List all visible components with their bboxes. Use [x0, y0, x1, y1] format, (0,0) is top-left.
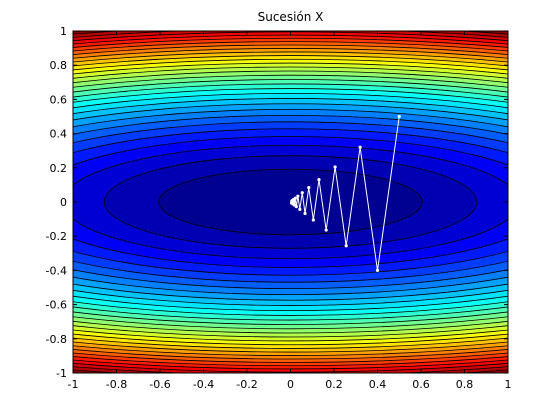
- contour-lines: [73, 31, 508, 373]
- x-tick-label: -0.6: [149, 378, 170, 391]
- y-tick-label: 0.4: [50, 128, 68, 141]
- x-tick-label: 0.2: [325, 378, 343, 391]
- sequence-point: [296, 194, 300, 198]
- contour-line: [73, 74, 508, 330]
- contour-line: [73, 66, 508, 338]
- x-tick-label: -0.8: [106, 378, 127, 391]
- sequence-point: [300, 191, 304, 195]
- contour-line: [73, 128, 508, 276]
- y-tick-label: -0.4: [46, 264, 67, 277]
- y-tick-label: -0.2: [46, 230, 67, 243]
- y-tick-label: 0.2: [50, 162, 68, 175]
- sequence-point: [344, 244, 348, 248]
- sequence-point: [397, 114, 401, 119]
- y-tick-label: -0.6: [46, 299, 67, 312]
- sequence-point: [333, 165, 337, 169]
- x-tick-label: -1: [68, 378, 79, 391]
- y-tick-label: -1: [56, 367, 67, 380]
- x-tick-label: 0.6: [412, 378, 430, 391]
- y-tick-label: 0.6: [50, 93, 68, 106]
- x-tick-label: 0.4: [369, 378, 387, 391]
- y-tick-label: 0.8: [50, 59, 68, 72]
- contour-line: [73, 88, 508, 316]
- x-tick-label: 1: [505, 378, 512, 391]
- contour-line: [73, 62, 508, 342]
- contour-fill: [73, 31, 508, 373]
- sequence-point: [324, 228, 328, 232]
- sequence-point: [298, 207, 302, 211]
- contour-line: [73, 79, 508, 325]
- contour-line: [73, 55, 508, 349]
- contour-line: [158, 168, 423, 236]
- y-tick-label: -0.8: [46, 333, 67, 346]
- contour-line: [73, 41, 508, 363]
- x-axis-ticks: -1 -0.8 -0.6 -0.4 -0.2 0 0.2 0.4 0.6 0.8 1: [68, 31, 512, 391]
- sequence-point: [311, 218, 315, 222]
- contour-line: [73, 70, 508, 334]
- contour-line: [73, 103, 508, 301]
- sequence-point: [307, 186, 311, 190]
- y-axis-ticks: -1 -0.8 -0.6 -0.4 -0.2 0 0.2 0.4 0.6 0.8 1: [46, 25, 508, 380]
- contour-line: [73, 48, 508, 356]
- sequence-point: [303, 211, 307, 216]
- contour-line: [73, 144, 508, 260]
- sequence-point: [358, 145, 362, 149]
- sequence-point: [289, 201, 294, 205]
- contour-line: [73, 58, 508, 346]
- contour-line: [73, 37, 508, 367]
- contour-line: [73, 83, 508, 321]
- x-tick-label: 0.8: [456, 378, 474, 391]
- sequence-point: [317, 177, 321, 182]
- contour-line: [73, 93, 508, 311]
- chart-title: Sucesión X: [258, 10, 324, 24]
- contour-line: [103, 155, 478, 249]
- sequence-path: [289, 114, 401, 272]
- contour-line: [73, 109, 508, 295]
- x-tick-label: -0.2: [236, 378, 257, 391]
- y-tick-label: 0: [60, 196, 67, 209]
- contour-line: [73, 34, 508, 370]
- contour-line: [73, 51, 508, 353]
- sequence-point: [375, 268, 380, 272]
- x-tick-label: 0: [287, 378, 294, 391]
- x-tick-label: -0.4: [193, 378, 214, 391]
- contour-line: [73, 136, 508, 268]
- contour-line: [73, 121, 508, 283]
- contour-line: [73, 114, 508, 290]
- y-tick-label: 1: [60, 25, 67, 38]
- contour-line: [73, 44, 508, 360]
- contour-line: [73, 98, 508, 306]
